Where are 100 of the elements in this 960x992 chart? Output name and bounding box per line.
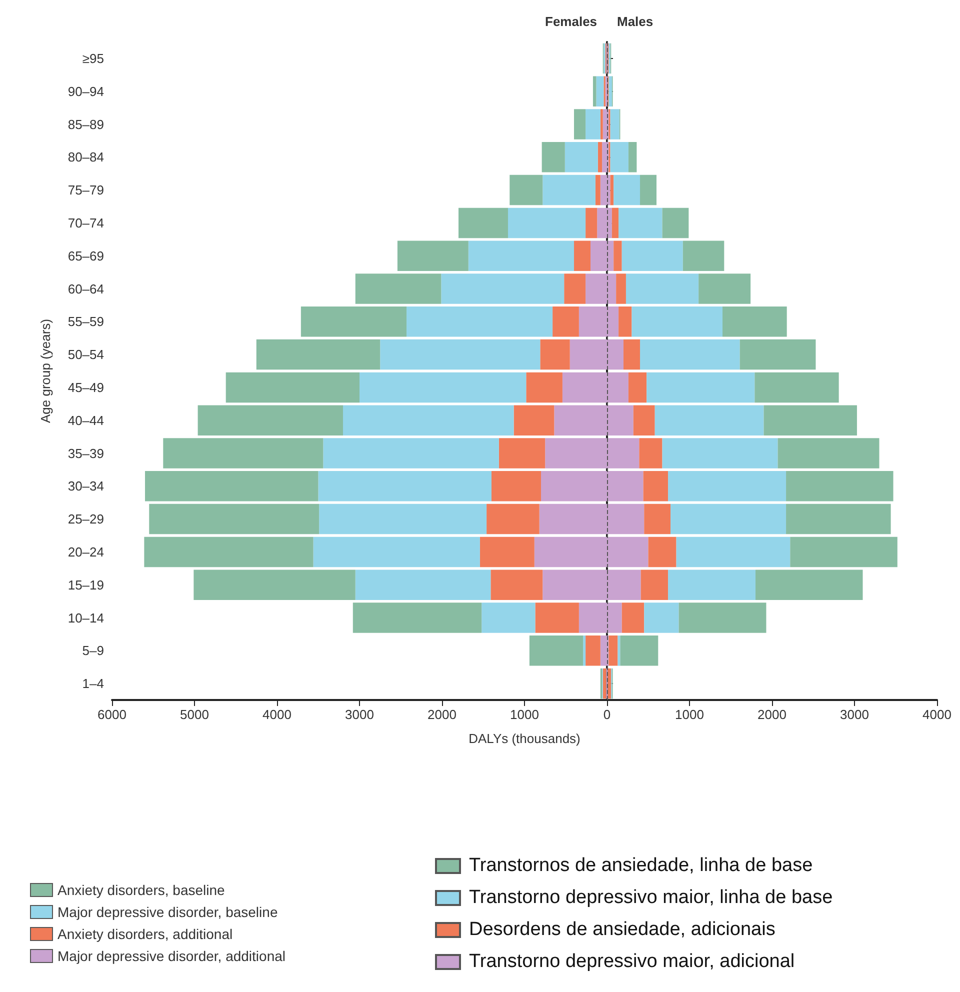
bar [668, 570, 756, 600]
bar [574, 240, 590, 271]
bar [640, 570, 668, 600]
bar [598, 142, 602, 172]
bar [740, 339, 816, 370]
bar [510, 174, 543, 206]
bar [618, 208, 662, 238]
bar [144, 536, 314, 568]
bar [380, 339, 540, 370]
bar [355, 274, 442, 304]
y-tick-label: 20–24 [68, 544, 104, 560]
bar [397, 240, 468, 271]
bar [552, 306, 579, 337]
bar [618, 636, 620, 666]
x-tick-label: 1000 [510, 707, 539, 722]
bar [542, 142, 565, 172]
bar [194, 570, 356, 600]
bar [540, 339, 570, 370]
x-axis-title: DALYs (thousands) [468, 731, 580, 746]
x-tick-label: 2000 [428, 707, 456, 722]
bar [778, 438, 880, 468]
bar [618, 306, 632, 337]
bar [632, 306, 722, 337]
text: Transtornos de ansiedade, linha de base [469, 855, 813, 877]
bar [602, 142, 607, 172]
bar [610, 174, 614, 206]
bar [654, 405, 764, 436]
bar [639, 438, 662, 468]
bar [676, 536, 790, 568]
y-tick-label: 80–84 [68, 150, 104, 165]
bar [526, 372, 562, 403]
bar [319, 504, 487, 534]
x-tick-label: 6000 [98, 707, 126, 722]
y-tick-label: ≥95 [82, 50, 104, 66]
bar [600, 174, 607, 206]
bar [648, 536, 676, 568]
y-tick-label: 35–39 [68, 446, 104, 461]
y-tick-label: 50–54 [68, 347, 104, 362]
x-tick-label: 1000 [675, 707, 704, 722]
bar [612, 208, 619, 238]
bar [486, 504, 540, 534]
x-tick-label: 4000 [262, 707, 292, 722]
bar [624, 339, 640, 370]
y-tick-label: 85–89 [68, 116, 104, 132]
x-tick-label: 3000 [345, 707, 374, 722]
bar [586, 636, 600, 666]
bar [608, 636, 618, 666]
bar [574, 109, 586, 140]
bar [622, 240, 683, 271]
text: Females [545, 14, 598, 29]
y-tick-label: 90–94 [68, 84, 104, 99]
bar [490, 570, 543, 600]
bar [786, 471, 894, 502]
bar [514, 405, 554, 436]
bar [633, 405, 655, 436]
bar [149, 504, 320, 534]
y-tick-label: 25–29 [68, 512, 104, 527]
bar [662, 438, 778, 468]
text: Transtorno depressivo maior, linha de base [469, 887, 833, 909]
bar [323, 438, 499, 468]
bar [360, 372, 526, 403]
y-tick-label: 5–9 [82, 643, 104, 658]
bar [163, 438, 324, 468]
y-tick-label: 1–4 [82, 676, 104, 692]
bar [602, 109, 607, 140]
bar [300, 306, 407, 337]
bar [698, 274, 751, 304]
bar [640, 339, 740, 370]
bar [764, 405, 857, 436]
text: Desordens de ansiedade, adicionais [469, 919, 776, 941]
bar [600, 109, 603, 140]
text: Males [617, 14, 654, 29]
bar [482, 602, 536, 633]
bar [256, 339, 380, 370]
bar [480, 536, 534, 568]
legend-label: Anxiety disorders, baseline [58, 882, 226, 898]
bar [226, 372, 360, 403]
y-tick-label: 40–44 [68, 412, 104, 428]
bar [318, 471, 492, 502]
y-tick-label: 45–49 [68, 380, 104, 395]
bar [586, 208, 598, 238]
legend-label: Major depressive disorder, baseline [58, 904, 278, 920]
bar [678, 602, 766, 633]
bar [790, 536, 898, 568]
bar [608, 76, 612, 106]
bar [614, 174, 640, 206]
legend-label: Anxiety disorders, additional [58, 926, 233, 942]
bar [640, 174, 656, 206]
y-tick-label: 10–14 [68, 610, 104, 626]
bar [406, 306, 553, 337]
bar [592, 76, 596, 106]
bar [468, 240, 574, 271]
bar [343, 405, 514, 436]
bar [542, 174, 596, 206]
y-tick-label: 60–64 [68, 281, 104, 296]
bar [564, 142, 598, 172]
bar [622, 602, 644, 633]
bar [508, 208, 586, 238]
bar [602, 668, 606, 699]
bar [628, 372, 647, 403]
